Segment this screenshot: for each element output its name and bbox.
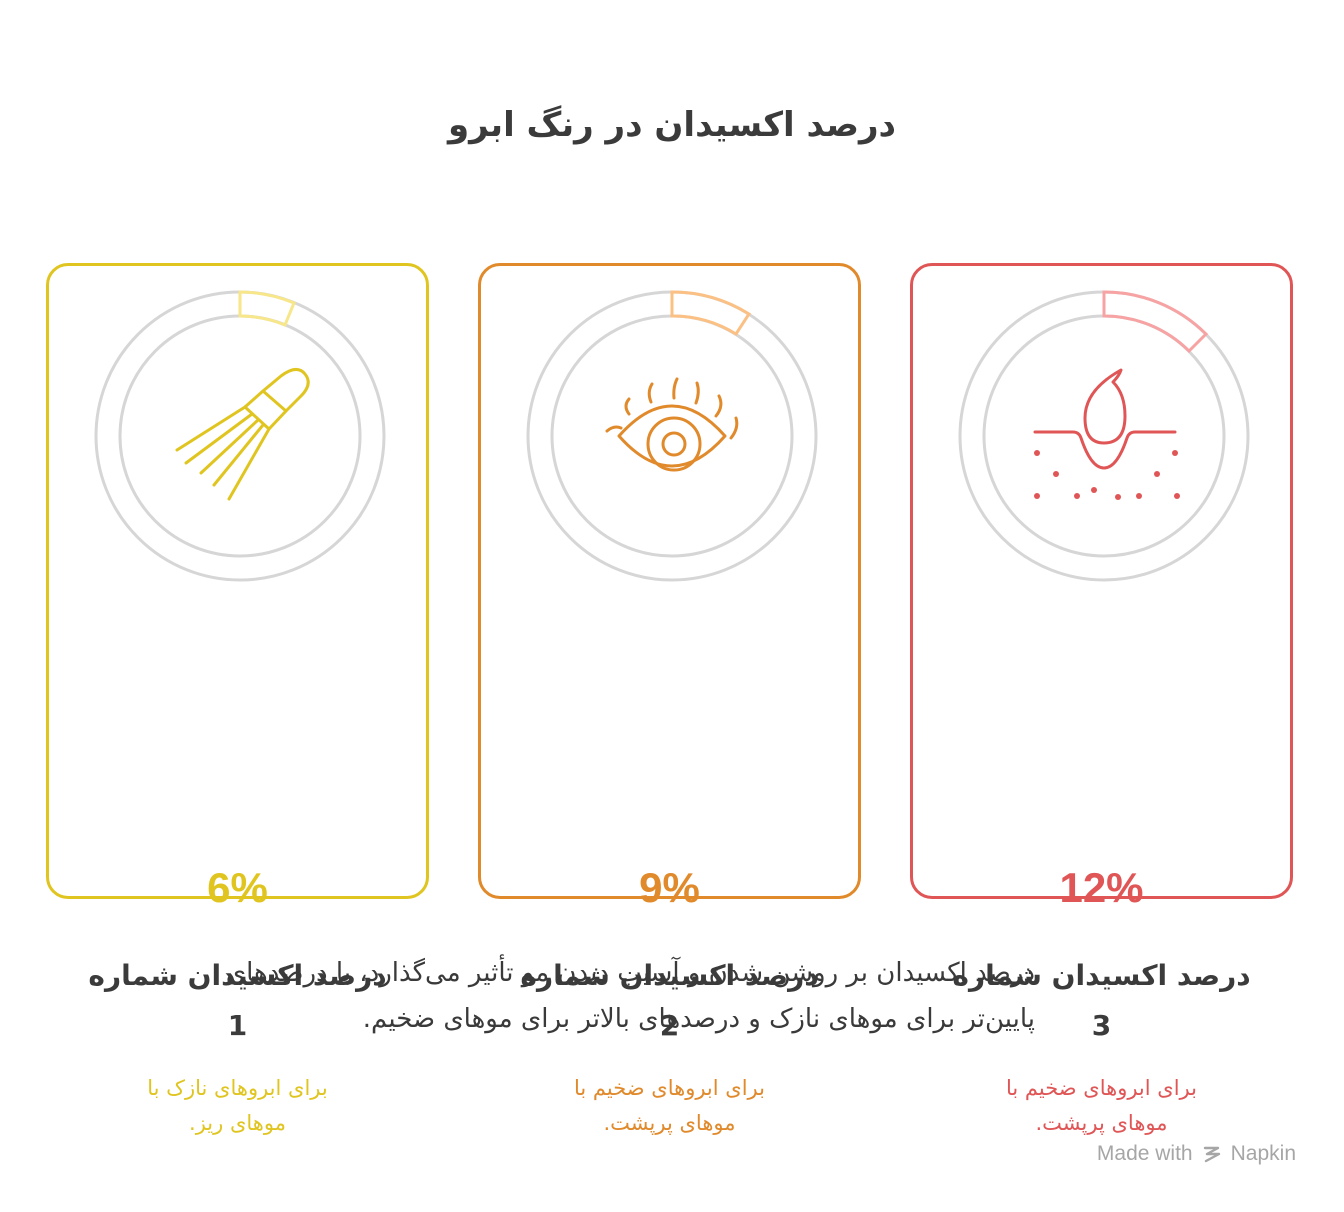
- progress-ring: [94, 290, 386, 582]
- footer-brand: Napkin: [1230, 1142, 1296, 1165]
- oxidant-card-2: 9% درصد اکسیدان شماره 2 برای ابروهای ضخی…: [478, 263, 861, 1135]
- card-description-line: موهای پرپشت.: [1035, 1111, 1168, 1135]
- card-description-line: برای ابروهای نازک با: [147, 1076, 328, 1100]
- card-description-line: موهای ریز.: [189, 1111, 286, 1135]
- card-title: درصد اکسیدان شماره 1: [69, 951, 406, 1051]
- progress-ring: [958, 290, 1250, 582]
- progress-arc: [238, 290, 296, 327]
- card-title-number: 3: [1091, 1009, 1112, 1042]
- card-title-line: درصد اکسیدان شماره: [88, 959, 387, 992]
- card-description: برای ابروهای ضخیم با موهای پرپشت.: [521, 1071, 818, 1141]
- made-with-napkin-badge[interactable]: Made with Napkin: [1097, 1142, 1296, 1166]
- progress-arc: [670, 290, 752, 337]
- summary-text: درصد اکسیدان بر روشن شدن و آسیب دیدن مو …: [50, 950, 1035, 1042]
- page-title: درصد اکسیدان در رنگ ابرو: [448, 105, 896, 145]
- card-description: برای ابروهای نازک با موهای ریز.: [89, 1071, 386, 1141]
- card-title: درصد اکسیدان شماره 2: [501, 951, 838, 1051]
- card-title-line: درصد اکسیدان شماره: [520, 959, 819, 992]
- oxidant-card-3: 12% درصد اکسیدان شماره 3 برای ابروهای ضخ…: [910, 263, 1293, 1135]
- skin-drop-icon: [1033, 368, 1177, 470]
- progress-arc: [1102, 290, 1209, 354]
- card-title-number: 2: [659, 1009, 680, 1042]
- card-title: درصد اکسیدان شماره 3: [933, 951, 1270, 1051]
- card-title-line: درصد اکسیدان شماره: [952, 959, 1251, 992]
- card-title-number: 1: [227, 1009, 248, 1042]
- oxidant-card-1: 6% درصد اکسیدان شماره 1 برای ابروهای ناز…: [46, 263, 429, 1135]
- brush-icon: [175, 368, 310, 501]
- summary-line: درصد اکسیدان بر روشن شدن و آسیب دیدن مو …: [225, 958, 1035, 988]
- card-description-line: موهای پرپشت.: [603, 1111, 736, 1135]
- napkin-logo-icon: [1203, 1146, 1220, 1163]
- footer-label: Made with: [1096, 1142, 1193, 1165]
- percent-value: 6%: [207, 864, 268, 911]
- card-description-line: برای ابروهای ضخیم با: [1006, 1076, 1197, 1100]
- card-description-line: برای ابروهای ضخیم با: [574, 1076, 765, 1100]
- pore-dots: [1034, 450, 1180, 500]
- percent-value: 12%: [1059, 864, 1144, 911]
- card-description: برای ابروهای ضخیم با موهای پرپشت.: [953, 1071, 1250, 1141]
- progress-ring: [526, 290, 818, 582]
- summary-line: پایین‌تر برای موهای نازک و درصدهای بالات…: [362, 1004, 1035, 1034]
- percent-value: 9%: [639, 864, 700, 911]
- eye-icon: [605, 377, 739, 472]
